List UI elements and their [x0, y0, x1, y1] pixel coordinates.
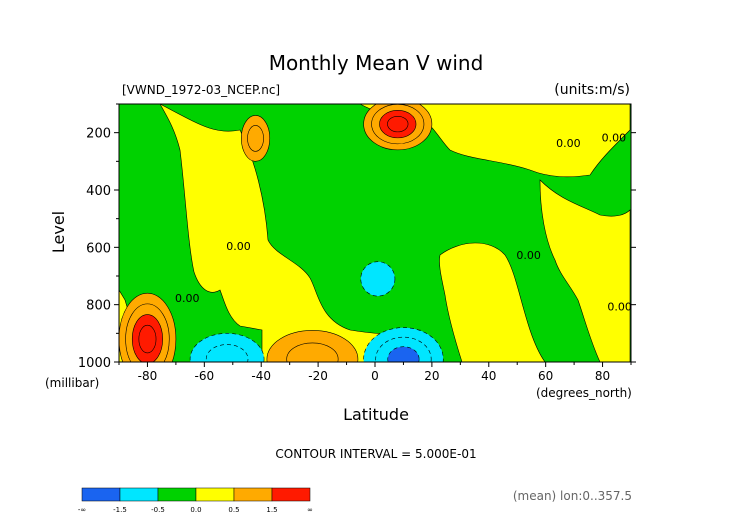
y-tick-label: 1000 [78, 356, 111, 371]
contour-band-yellow [539, 179, 631, 362]
contour-band-yellow [439, 242, 546, 362]
y-axis-unit: (millibar) [45, 376, 99, 390]
contour-blob [360, 261, 396, 297]
contour-blob [387, 115, 409, 133]
contour-blob [138, 324, 157, 354]
colorbar-swatch [81, 487, 121, 502]
colorbar-swatch [157, 487, 197, 502]
x-axis: -80 -60 -40 -20 0 20 40 60 80 [118, 362, 632, 383]
averaging-label: (mean) lon:0..357.5 [513, 489, 632, 503]
plot-area: 0.00 0.00 0.00 0.00 0.00 0.00 0.00 [119, 94, 632, 362]
colorbar-swatch [195, 487, 235, 502]
colorbar-label: 0.5 [228, 506, 239, 514]
x-axis-title: Latitude [343, 405, 409, 424]
x-tick-label: 20 [424, 369, 439, 383]
contour-blob [286, 342, 339, 362]
x-tick-label: 80 [595, 369, 610, 383]
y-tick-label: 800 [86, 299, 111, 314]
contour-interval-label: CONTOUR INTERVAL = 5.000E-01 [275, 447, 476, 461]
contour-label: 0.00 [556, 137, 581, 150]
y-tick-label: 600 [86, 241, 111, 256]
x-tick-label: -80 [138, 369, 158, 383]
file-label: [VWND_1972-03_NCEP.nc] [122, 83, 280, 97]
x-tick-label: 0 [371, 369, 379, 383]
colorbar-label: -0.5 [151, 506, 165, 514]
colorbar-label: -1.5 [113, 506, 127, 514]
contour-label: 0.00 [334, 94, 359, 107]
y-axis-title: Level [49, 211, 68, 253]
x-axis-unit: (degrees_north) [536, 386, 632, 400]
units-label: (units:m/s) [554, 82, 630, 98]
colorbar-swatch [119, 487, 159, 502]
contour-label: 0.00 [602, 131, 627, 144]
colorbar-label: 0.0 [190, 506, 201, 514]
colorbar-label: -∞ [78, 506, 86, 514]
contour-label: 0.00 [175, 292, 200, 305]
contour-blob [205, 344, 249, 362]
x-tick-label: -20 [308, 369, 328, 383]
x-tick-label: -40 [251, 369, 271, 383]
x-tick-label: 40 [481, 369, 496, 383]
colorbar-swatch [271, 487, 311, 502]
x-tick-label: -60 [195, 369, 215, 383]
chart-title: Monthly Mean V wind [269, 51, 484, 75]
y-axis: 200 400 600 800 1000 [78, 103, 636, 371]
colorbar-swatch [233, 487, 273, 502]
y-tick-label: 400 [86, 184, 111, 199]
y-tick-label: 200 [86, 127, 111, 142]
colorbar: -∞ -1.5 -0.5 0.0 0.5 1.5 ∞ [78, 487, 313, 514]
contour-blob [247, 125, 264, 152]
colorbar-label: 1.5 [266, 506, 277, 514]
contour-label: 0.00 [226, 240, 251, 253]
x-tick-label: 60 [538, 369, 553, 383]
contour-label: 0.00 [607, 300, 632, 313]
colorbar-label: ∞ [307, 506, 313, 514]
contour-label: 0.00 [516, 249, 541, 262]
contour-blob [387, 346, 420, 362]
